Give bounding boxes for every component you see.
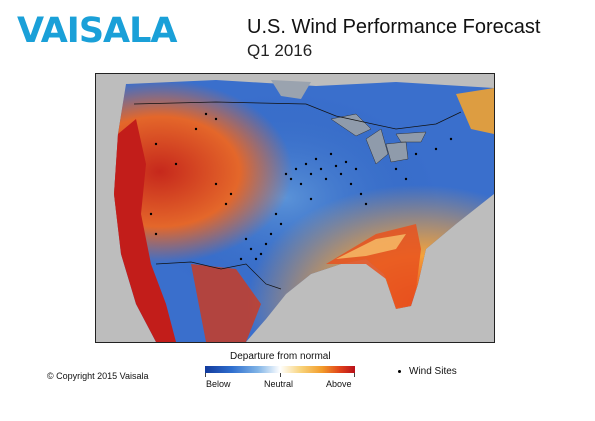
wind-site-dot-icon — [398, 369, 401, 373]
legend-title: Departure from normal — [230, 351, 331, 362]
wind-sites — [149, 112, 453, 261]
wind-sites-label: Wind Sites — [409, 366, 457, 377]
departure-colorbar — [205, 366, 355, 373]
us-canada-border — [133, 101, 462, 130]
copyright-text: © Copyright 2015 Vaisala — [47, 371, 149, 381]
legend-above-label: Above — [326, 379, 352, 389]
map-title: U.S. Wind Performance Forecast — [247, 16, 541, 38]
legend-below-label: Below — [206, 379, 231, 389]
map-subtitle: Q1 2016 — [247, 41, 313, 60]
vaisala-logo: VAISALA — [17, 11, 178, 51]
colorbar-tick-below — [205, 373, 206, 377]
great-lakes — [330, 113, 427, 165]
legend-neutral-label: Neutral — [264, 379, 294, 389]
colorbar-tick-above — [354, 373, 355, 377]
us-mexico-border — [155, 261, 282, 290]
wind-sites-legend: Wind Sites — [398, 366, 457, 377]
map-graphic — [114, 80, 494, 342]
forecast-map — [95, 73, 495, 343]
colorbar-tick-neutral — [280, 373, 281, 377]
